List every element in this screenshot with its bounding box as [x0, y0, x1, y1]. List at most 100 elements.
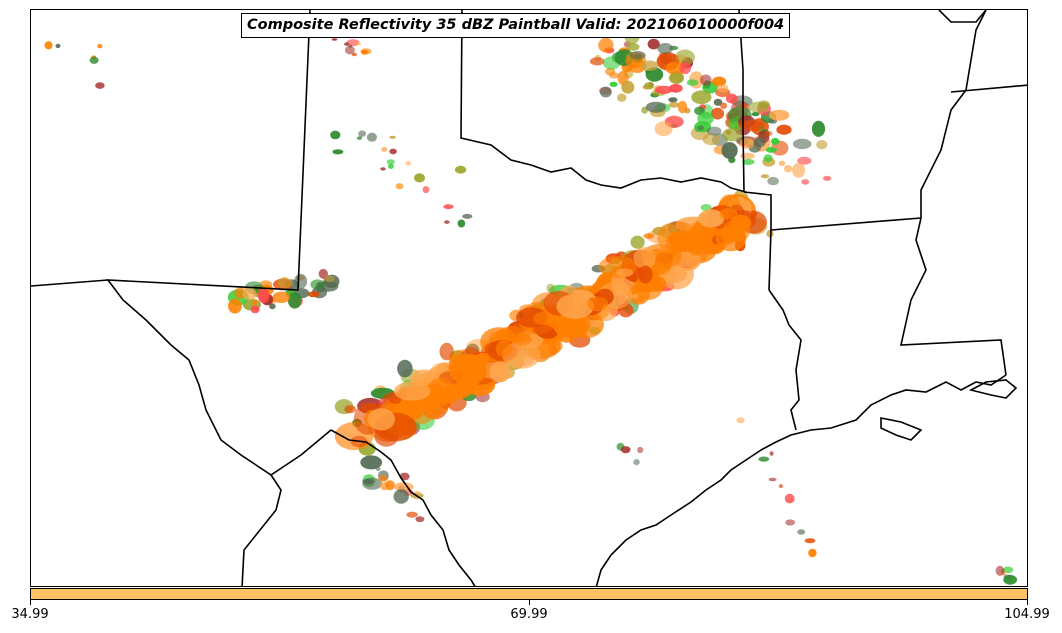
- paintball-blob: [655, 85, 673, 95]
- colorbar-tick: [1027, 600, 1028, 605]
- paintball-blob: [257, 288, 270, 304]
- paintball-blob: [55, 43, 61, 49]
- state-boundaries: [31, 10, 1027, 586]
- paintball-blob: [318, 268, 328, 279]
- paintball-blob: [804, 538, 816, 544]
- paintball-blob: [310, 279, 325, 290]
- paintball-blob: [405, 160, 411, 166]
- paintball-blob: [331, 38, 338, 41]
- paintball-blob: [589, 57, 605, 66]
- paintball-blob: [740, 152, 755, 160]
- paintball-blob: [823, 175, 832, 181]
- colorbar-tick: [529, 600, 530, 605]
- paintball-blob: [647, 38, 660, 50]
- paintball-blob: [414, 173, 425, 183]
- paintball-blob: [475, 352, 489, 367]
- boundary-nm-tx: [106, 10, 311, 586]
- paintball-blob: [378, 475, 389, 482]
- boundary-ar-tx: [743, 191, 772, 291]
- paintball-blob: [556, 293, 594, 319]
- paintball-blob: [766, 229, 774, 238]
- boundary-ok-ar: [738, 10, 745, 193]
- paintball-blob: [719, 208, 738, 220]
- paintball-blob: [698, 209, 725, 228]
- paintball-blob: [675, 54, 687, 62]
- radar-map: [31, 10, 1027, 586]
- paintball-blob: [557, 325, 577, 343]
- paintball-blob: [640, 60, 659, 71]
- paintball-blob: [751, 111, 760, 117]
- paintball-blob: [784, 493, 795, 504]
- paintball-blob: [776, 124, 792, 135]
- paintball-blob: [801, 179, 810, 185]
- paintball-blob: [351, 52, 357, 57]
- paintball-blob: [760, 174, 770, 179]
- paintball-blob: [380, 167, 386, 171]
- paintball-blob: [643, 233, 655, 239]
- paintball-blob: [722, 128, 742, 142]
- paintball-blob: [753, 136, 766, 148]
- paintball-blob: [95, 82, 105, 89]
- paintball-blob: [797, 529, 806, 535]
- paintball-blob: [44, 41, 53, 50]
- paintball-blob: [609, 81, 618, 87]
- coastal-islands: [968, 379, 1018, 399]
- paintball-blob: [358, 130, 366, 137]
- paintball-blob: [748, 101, 769, 113]
- paintball-blob: [375, 466, 381, 471]
- paintball-blob: [512, 332, 532, 346]
- paintball-blob: [251, 299, 258, 306]
- paintball-blob: [360, 455, 383, 470]
- colorbar-tick: [30, 600, 31, 605]
- paintball-blob: [742, 159, 755, 165]
- paintball-blob: [609, 72, 620, 79]
- colorbar-tick-label-mid: 69.99: [510, 607, 548, 622]
- map-panel: [30, 9, 1028, 587]
- paintball-blob: [367, 408, 396, 431]
- paintball-blob: [633, 247, 656, 270]
- paintball-blob: [778, 160, 786, 166]
- paintball-blob: [332, 149, 344, 155]
- paintball-blob: [366, 132, 377, 142]
- paintball-blob: [768, 477, 777, 482]
- paintball-blob: [389, 148, 397, 155]
- paintball-blob: [654, 121, 673, 137]
- paintball-blob: [242, 287, 257, 301]
- colorbar-tick-label-max: 104.99: [1004, 607, 1050, 622]
- boundary-tn: [950, 84, 1027, 93]
- paintball-blob: [228, 298, 242, 314]
- paintball-blob: [644, 82, 655, 90]
- paintball-blob: [344, 42, 350, 46]
- paintball-blob: [677, 100, 688, 114]
- paintball-blob: [668, 97, 678, 103]
- paintball-blob: [686, 79, 699, 86]
- paintball-blob: [598, 37, 614, 53]
- paintball-blob: [725, 93, 738, 104]
- paintball-blob: [808, 548, 817, 558]
- boundary-mexico-inner: [270, 429, 332, 476]
- boundary-ar-la: [770, 217, 922, 231]
- paintball-blob: [668, 83, 683, 93]
- paintball-blob: [765, 147, 777, 153]
- paintball-blob: [389, 135, 396, 139]
- paintball-blob: [356, 136, 363, 140]
- paintball-blob: [443, 204, 454, 210]
- paintball-blob: [546, 283, 555, 293]
- paintball-blob: [679, 62, 691, 75]
- paintball-blob: [706, 126, 722, 136]
- paintball-layer: [44, 27, 1018, 585]
- boundary-la-ms: [899, 217, 1007, 376]
- paintball-blob: [711, 107, 725, 120]
- paintball-blob: [406, 511, 418, 518]
- paintball-blob: [397, 359, 413, 378]
- paintball-blob: [1003, 574, 1018, 585]
- paintball-blob: [633, 459, 640, 466]
- colorbar: [30, 588, 1028, 600]
- paintball-blob: [770, 137, 780, 145]
- paintball-blob: [307, 291, 320, 298]
- paintball-blob: [1002, 566, 1014, 574]
- paintball-blob: [767, 176, 779, 186]
- paintball-blob: [278, 277, 293, 289]
- paintball-blob: [668, 101, 680, 108]
- paintball-blob: [667, 230, 700, 249]
